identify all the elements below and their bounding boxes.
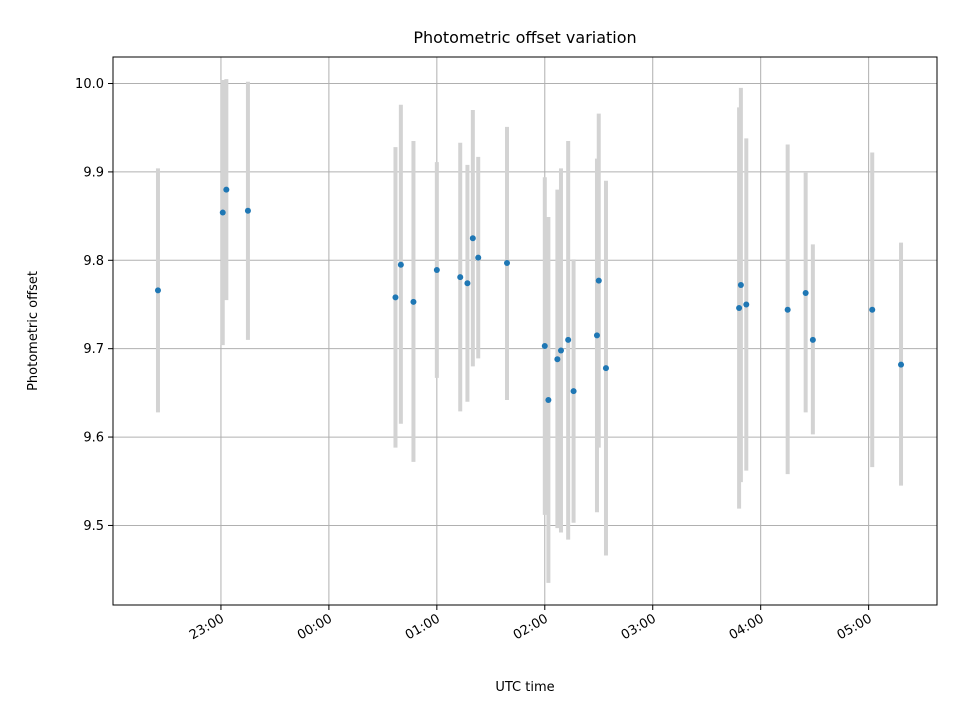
chart-title: Photometric offset variation [413,28,636,47]
data-point [219,209,226,216]
data-point [464,280,471,287]
y-axis-ticks: 9.5 9.6 9.7 9.8 9.9 10.0 [75,77,113,534]
data-point [392,294,399,301]
data-point [541,343,548,350]
data-point [869,306,876,313]
data-point [809,336,816,343]
data-point [469,235,476,242]
data-point [565,336,572,343]
data-point [457,274,464,281]
data-point [743,301,750,308]
data-point [557,347,564,354]
y-tick-label: 10.0 [75,77,104,92]
data-points [154,186,905,403]
data-point [554,356,561,363]
grid-lines [113,57,937,605]
data-point [154,287,161,294]
plot-frame [112,56,938,606]
y-tick-label: 9.6 [83,431,104,446]
data-point [898,361,905,368]
data-point [223,186,230,193]
data-point [570,388,577,395]
data-point [244,207,251,214]
y-tick-label: 9.9 [83,165,104,180]
data-point [802,289,809,296]
data-point [475,254,482,261]
y-tick-label: 9.5 [83,519,104,534]
data-point [433,267,440,274]
data-point [593,332,600,339]
data-point [784,306,791,313]
data-point [504,259,511,266]
y-axis-label: Photometric offset [26,271,41,391]
data-point [595,277,602,284]
data-point [545,396,552,403]
y-tick-label: 9.7 [83,342,104,357]
data-point [602,365,609,372]
data-point [397,261,404,268]
y-tick-label: 9.8 [83,254,104,269]
data-point [410,298,417,305]
data-point [737,282,744,289]
x-axis-label: UTC time [495,680,554,695]
data-point [736,305,743,312]
